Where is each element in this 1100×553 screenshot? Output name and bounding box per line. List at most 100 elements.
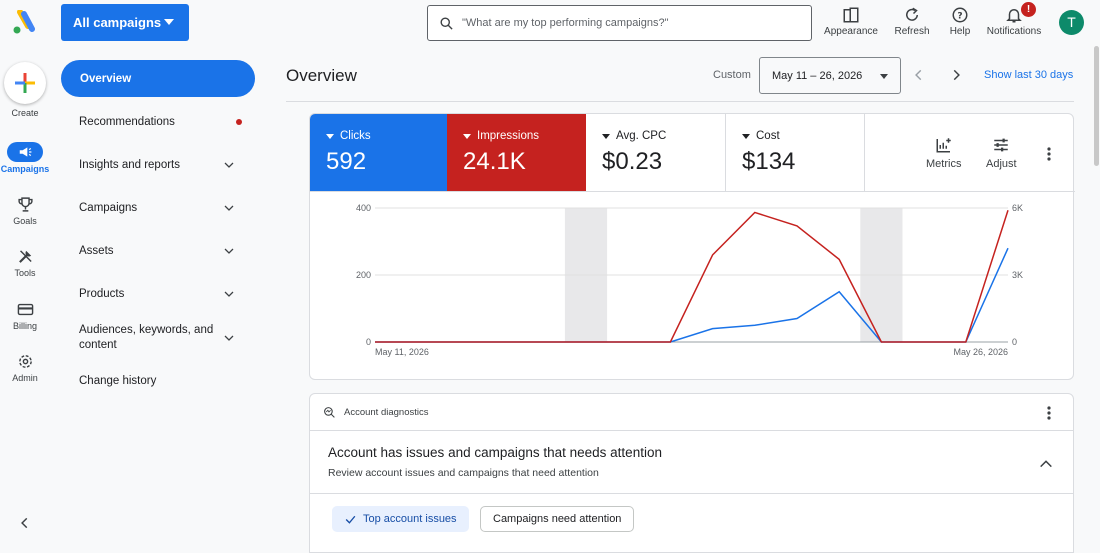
appearance-label: Appearance	[824, 26, 878, 37]
more-vert-icon[interactable]	[1043, 146, 1055, 162]
right-axis-tick: 3K	[1012, 270, 1023, 280]
rail-campaigns-label: Campaigns	[0, 164, 50, 174]
collapse-rail-button[interactable]	[0, 516, 50, 530]
diagnostics-header-label: Account diagnostics	[344, 406, 429, 418]
page-title: Overview	[286, 66, 357, 85]
x-axis-end-label: May 26, 2026	[953, 347, 1008, 357]
chevron-left-icon	[21, 517, 28, 529]
metric-impressions[interactable]: Impressions 24.1K	[447, 114, 586, 191]
metric-value: $0.23	[602, 148, 663, 175]
top-bar: All campaigns "What are my top performin…	[0, 0, 1100, 46]
nav-item-change-history[interactable]: Change history	[60, 373, 256, 389]
chevron-down-icon	[224, 162, 234, 168]
gear-icon	[18, 355, 32, 368]
adjust-button[interactable]: Adjust	[986, 136, 1017, 170]
metric-clicks[interactable]: Clicks 592	[310, 114, 447, 191]
nav-item-label: Overview	[80, 72, 132, 85]
metrics-button[interactable]: Metrics	[926, 136, 961, 170]
adjust-button-label: Adjust	[986, 158, 1017, 170]
notification-dot	[236, 119, 242, 125]
nav-item-recommendations[interactable]: Recommendations	[60, 114, 256, 130]
plus-icon	[15, 73, 35, 93]
nav-item-label: Recommendations	[79, 116, 175, 128]
metric-value: 592	[326, 148, 367, 175]
refresh-icon	[906, 7, 918, 21]
chip-label: Campaigns need attention	[493, 513, 622, 525]
svg-text:?: ?	[957, 11, 962, 21]
megaphone-icon	[19, 147, 32, 157]
chip-label: Top account issues	[363, 513, 457, 525]
nav-item-campaigns[interactable]: Campaigns	[60, 200, 256, 216]
refresh-label: Refresh	[894, 26, 930, 37]
nav-item-label: Change history	[79, 375, 157, 387]
issue-subtitle: Review account issues and campaigns that…	[328, 467, 599, 479]
nav-item-assets[interactable]: Assets	[60, 243, 256, 259]
rail-campaigns[interactable]: Campaigns	[0, 142, 50, 174]
chevron-right-icon[interactable]	[949, 67, 963, 83]
chevron-up-icon[interactable]	[1038, 456, 1054, 472]
left-axis-tick: 400	[356, 203, 371, 213]
rail-admin[interactable]: Admin	[0, 353, 50, 383]
performance-card: Clicks 592 Impressions 24.1K Avg. CPC $0…	[309, 113, 1075, 380]
nav-item-audiences[interactable]: Audiences, keywords, and content	[60, 322, 256, 354]
bell-icon	[1006, 9, 1022, 23]
performance-chart: 400 200 0 6K 3K 0 May 11, 2026 May 26, 2026	[356, 203, 1023, 357]
google-ads-logo-icon[interactable]	[10, 10, 38, 36]
show-last-30-days-link[interactable]: Show last 30 days	[984, 69, 1074, 81]
caret-down-icon	[164, 19, 174, 25]
help-icon: ?	[952, 7, 968, 23]
notification-badge: !	[1021, 2, 1036, 17]
rail-admin-label: Admin	[12, 373, 38, 383]
issue-title: Account has issues and campaigns that ne…	[328, 445, 662, 460]
rail-create[interactable]: Create	[0, 62, 50, 118]
more-vert-icon[interactable]	[1043, 405, 1055, 421]
notifications-button[interactable]: ! Notifications	[983, 2, 1045, 42]
issue-divider	[310, 493, 1074, 494]
metrics-button-label: Metrics	[926, 158, 962, 170]
campaign-selector[interactable]: All campaigns	[61, 4, 189, 41]
header-divider	[286, 101, 1074, 102]
rail-goals[interactable]: Goals	[0, 196, 50, 226]
left-rail: Create Campaigns Goals Tools Billing Adm…	[0, 46, 50, 536]
nav-item-label: Audiences, keywords, and content	[79, 324, 214, 351]
caret-down-icon	[880, 74, 888, 79]
search-input[interactable]: "What are my top performing campaigns?"	[427, 5, 812, 41]
nav-item-label: Campaigns	[79, 202, 138, 214]
sliders-icon	[994, 138, 1009, 152]
nav-item-label: Products	[79, 288, 125, 300]
rail-billing[interactable]: Billing	[0, 301, 50, 331]
metric-label: Clicks	[340, 130, 371, 142]
metric-cost[interactable]: Cost $134	[726, 114, 865, 191]
metric-label: Cost	[756, 130, 780, 142]
date-range-picker[interactable]: May 11 – 26, 2026	[759, 57, 901, 94]
metric-label: Impressions	[477, 130, 539, 142]
right-axis-tick: 6K	[1012, 203, 1023, 213]
top-account-issues-chip[interactable]: Top account issues	[332, 506, 469, 532]
search-icon	[440, 17, 453, 30]
metric-avg-cpc[interactable]: Avg. CPC $0.23	[586, 114, 726, 191]
chevron-down-icon	[224, 335, 234, 341]
diagnostics-header: Account diagnostics	[310, 394, 1074, 431]
rail-tools[interactable]: Tools	[0, 248, 50, 278]
help-button[interactable]: ? Help	[943, 6, 977, 42]
account-diagnostics-card: Account diagnostics Account has issues a…	[309, 393, 1074, 553]
nav-item-products[interactable]: Products	[60, 286, 256, 302]
nav-item-overview[interactable]: Overview	[61, 60, 255, 97]
nav-item-insights[interactable]: Insights and reports	[60, 157, 256, 173]
refresh-button[interactable]: Refresh	[890, 6, 934, 42]
scrollbar[interactable]	[1094, 46, 1099, 166]
series-line-impressions	[375, 210, 1009, 343]
nav-item-label: Insights and reports	[79, 159, 181, 171]
avatar[interactable]: T	[1059, 10, 1084, 35]
x-axis-start-label: May 11, 2026	[375, 347, 429, 357]
check-icon	[345, 515, 356, 524]
appearance-button[interactable]: Appearance	[822, 6, 880, 42]
bar-chart-add-icon	[936, 138, 951, 153]
create-button[interactable]	[4, 62, 46, 104]
campaigns-need-attention-chip[interactable]: Campaigns need attention	[480, 506, 635, 532]
notifications-label: Notifications	[986, 26, 1042, 37]
chevron-left-icon[interactable]	[912, 67, 926, 83]
date-custom-label: Custom	[713, 69, 751, 81]
chevron-down-icon	[224, 248, 234, 254]
chevron-down-icon	[224, 291, 234, 297]
